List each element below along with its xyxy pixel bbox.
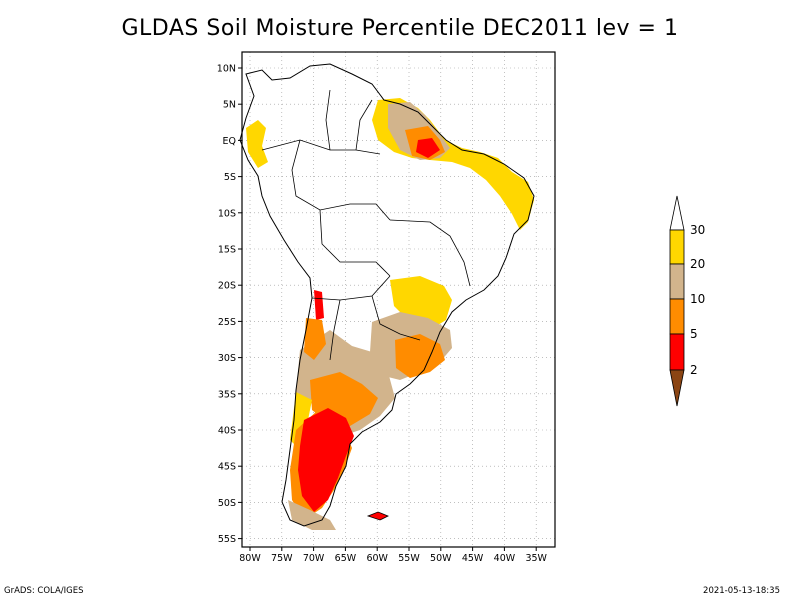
lat-tick-label: 5N	[223, 100, 236, 111]
lon-tick-label: 50W	[430, 553, 452, 564]
lat-tick-label: 50S	[218, 498, 236, 509]
shade-patagonia-red	[298, 408, 354, 512]
shade-tierra-tan	[288, 500, 336, 530]
lon-tick-label: 35W	[525, 553, 547, 564]
colorbar-bottom-triangle	[669, 369, 685, 407]
axis-tick-labels: 10N 5N EQ 5S 10S 15S 20S 25S 30S 35S 40S 45S 50S 55S8…	[217, 64, 548, 565]
colorbar-bin-5-10	[669, 298, 685, 335]
footer-timestamp: 2021-05-13-18:35	[703, 586, 780, 596]
percentile-shading	[246, 98, 534, 530]
lat-tick-label: 15S	[218, 245, 236, 256]
country-borders	[261, 89, 471, 361]
colorbar-label: 5	[690, 327, 698, 341]
lon-tick-label: 45W	[462, 553, 484, 564]
lon-tick-label: 70W	[303, 553, 325, 564]
colorbar-bin-10-20	[669, 263, 685, 300]
lat-tick-label: 20S	[218, 281, 236, 292]
lon-tick-label: 75W	[271, 553, 293, 564]
continent-outline	[239, 63, 535, 527]
colorbar-bin-2-5	[669, 333, 685, 371]
lat-tick-label: 10S	[218, 208, 236, 219]
lon-tick-label: 80W	[239, 553, 261, 564]
shade-atacama-red	[314, 290, 324, 320]
colorbar-bin-20-30	[669, 229, 685, 265]
colorbar-label: 20	[690, 257, 705, 271]
footer-credit: GrADS: COLA/IGES	[4, 586, 84, 596]
lat-tick-label: 5S	[224, 172, 236, 183]
lat-tick-label: 10N	[217, 64, 236, 75]
colorbar: 2 5 10 20 30	[669, 195, 705, 407]
falkland-islands	[366, 511, 389, 521]
map-title: GLDAS Soil Moisture Percentile DEC2011 l…	[121, 16, 679, 41]
colorbar-label: 10	[690, 292, 705, 306]
map-frame	[241, 51, 556, 548]
lon-tick-label: 55W	[398, 553, 420, 564]
colorbar-label: 2	[690, 363, 698, 377]
colorbar-top-triangle	[669, 195, 685, 231]
lon-tick-label: 40W	[494, 553, 516, 564]
shade-se-orange	[395, 334, 445, 378]
shade-atacama-orange	[304, 318, 326, 360]
lon-tick-label: 65W	[335, 553, 357, 564]
shade-north-red	[416, 138, 440, 158]
lat-tick-label: 45S	[218, 462, 236, 473]
lat-tick-label: 55S	[218, 534, 236, 545]
lat-tick-label: 25S	[218, 317, 236, 328]
lat-tick-label: 40S	[218, 426, 236, 437]
colorbar-label: 30	[690, 223, 705, 237]
lon-tick-label: 60W	[366, 553, 388, 564]
lat-tick-label: 35S	[218, 389, 236, 400]
shade-ne-yellow	[508, 176, 534, 222]
shade-ecuador	[246, 120, 268, 168]
lat-tick-label: EQ	[223, 136, 236, 147]
lat-tick-label: 30S	[218, 353, 236, 364]
